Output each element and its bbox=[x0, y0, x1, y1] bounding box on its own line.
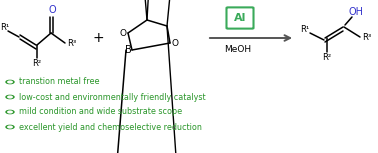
Text: MeOH: MeOH bbox=[225, 45, 252, 54]
Text: OH: OH bbox=[349, 7, 364, 17]
Text: R²: R² bbox=[33, 58, 42, 67]
Circle shape bbox=[8, 111, 12, 113]
Text: R³: R³ bbox=[363, 32, 372, 41]
Text: R¹: R¹ bbox=[301, 26, 310, 34]
Circle shape bbox=[6, 110, 14, 114]
Text: mild condition and wide substrate scope: mild condition and wide substrate scope bbox=[19, 108, 182, 116]
FancyBboxPatch shape bbox=[226, 7, 254, 29]
Text: O: O bbox=[119, 28, 127, 37]
Text: O: O bbox=[172, 39, 178, 47]
Text: Al: Al bbox=[234, 13, 246, 23]
Text: transtion metal free: transtion metal free bbox=[19, 78, 99, 86]
Text: R³: R³ bbox=[67, 39, 77, 47]
Text: excellent yield and chemoselective reduction: excellent yield and chemoselective reduc… bbox=[19, 123, 202, 131]
Circle shape bbox=[6, 80, 14, 84]
Circle shape bbox=[8, 126, 12, 128]
Circle shape bbox=[6, 95, 14, 99]
Circle shape bbox=[6, 125, 14, 129]
Text: +: + bbox=[92, 31, 104, 45]
Text: low-cost and environmentally friendly catalyst: low-cost and environmentally friendly ca… bbox=[19, 93, 206, 101]
Circle shape bbox=[8, 81, 12, 83]
Text: B: B bbox=[125, 45, 132, 55]
Text: O: O bbox=[48, 5, 56, 15]
Text: R¹: R¹ bbox=[0, 24, 9, 32]
Text: R²: R² bbox=[322, 54, 332, 62]
Circle shape bbox=[8, 96, 12, 98]
